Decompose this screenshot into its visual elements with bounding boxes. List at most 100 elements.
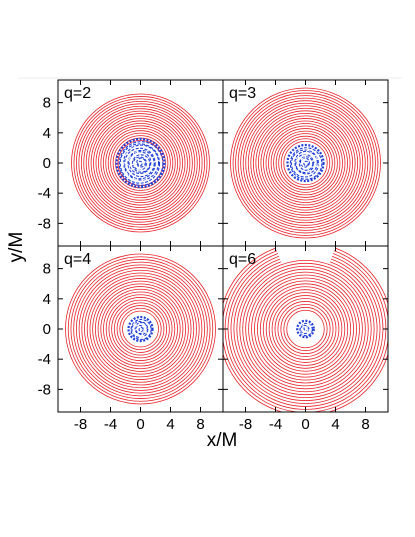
panel-label: q=4	[64, 251, 91, 268]
orbit-inner	[296, 319, 315, 339]
orbit-outer	[247, 105, 364, 221]
orbit-outer	[252, 110, 359, 216]
orbit-outer	[262, 286, 349, 372]
orbit-outer	[255, 112, 356, 214]
orbit-inner	[303, 325, 309, 332]
orbit-outer	[90, 113, 191, 213]
orbit-outer	[73, 96, 208, 230]
orbit-outer	[85, 108, 196, 218]
orbit-outer	[263, 120, 348, 206]
panel-label: q=2	[64, 85, 91, 102]
orbit-inner	[136, 157, 147, 168]
orbit-outer	[110, 132, 171, 194]
orbit-inner	[128, 151, 152, 175]
orbit-outer	[92, 280, 189, 378]
orbit-outer	[83, 105, 198, 221]
orbit-inner	[134, 322, 148, 336]
orbit-inner	[286, 143, 325, 183]
panel-label: q=3	[229, 85, 256, 102]
orbit-outer	[268, 292, 343, 366]
orbit-outer	[75, 98, 206, 228]
orbit-outer	[240, 97, 371, 229]
panel-frame	[57, 245, 224, 413]
orbit-outer	[251, 274, 360, 384]
swirl	[128, 150, 153, 176]
panel-frame	[222, 245, 389, 413]
orbit-outer	[80, 103, 201, 223]
orbit-outer	[254, 277, 357, 381]
orbit-outer	[265, 123, 346, 203]
orbit-outer	[105, 127, 176, 199]
orbit-outer	[81, 269, 200, 389]
orbit-inner	[130, 318, 152, 341]
orbit-outer	[94, 283, 187, 375]
orbit-outer	[248, 271, 363, 387]
x-tick-label: 0	[136, 416, 144, 433]
orbit-outer	[250, 107, 361, 219]
orbit-inner	[303, 160, 309, 167]
orbit-outer	[233, 261, 378, 401]
panel-frame	[57, 79, 224, 247]
panel-q=3: q=3	[222, 79, 389, 247]
orbit-outer	[223, 250, 388, 412]
orbit-outer	[265, 289, 346, 369]
orbit-outer	[71, 93, 210, 233]
orbit-inner	[298, 156, 314, 171]
orbit-inner	[118, 141, 164, 186]
y-tick-label: 0	[43, 155, 51, 172]
orbit-outer	[245, 102, 366, 224]
x-tick-label: 0	[301, 416, 309, 433]
orbit-inner	[289, 147, 323, 180]
y-tick-label: 4	[43, 291, 51, 308]
orbit-outer	[102, 125, 179, 201]
orbit-outer	[283, 140, 328, 186]
orbit-outer	[245, 268, 366, 390]
orbit-outer	[70, 259, 211, 399]
swirl	[292, 149, 319, 177]
x-tick-label: -8	[239, 416, 252, 433]
orbit-outer	[232, 90, 379, 236]
orbit-outer	[98, 120, 183, 206]
orbit-outer	[277, 301, 334, 357]
y-tick-label: 0	[43, 321, 51, 338]
orbit-outer	[278, 135, 333, 191]
orbit-outer	[230, 87, 381, 239]
orbit-outer	[105, 294, 176, 364]
swirl	[296, 153, 315, 173]
swirl	[132, 155, 149, 171]
orbit-inner	[299, 157, 310, 168]
orbit-inner	[137, 160, 143, 167]
orbit-outer	[242, 100, 369, 226]
orbit-outer	[107, 130, 174, 196]
orbit-outer	[230, 258, 381, 404]
swirl	[136, 324, 145, 334]
y-tick-label: -8	[38, 215, 51, 232]
y-tick-label: -4	[38, 351, 51, 368]
orbit-outer	[270, 128, 341, 198]
panel-q=4: q=4 8 4 0 -4 -8 -8 -4 0 4 8	[38, 245, 224, 433]
x-tick-label: 4	[166, 416, 174, 433]
orbit-inner	[119, 143, 161, 184]
orbit-outer	[89, 278, 192, 380]
orbit-outer	[280, 138, 331, 188]
x-tick-label: 8	[361, 416, 369, 433]
y-tick-label: -4	[38, 185, 51, 202]
orbit-outer	[257, 280, 354, 378]
orbit-outer	[103, 291, 178, 367]
orbit-outer	[100, 122, 181, 204]
orbit-inner	[115, 137, 166, 189]
x-axis-label: x/M	[207, 430, 238, 451]
x-tick-label: -4	[104, 416, 117, 433]
orbit-outer	[239, 262, 372, 396]
orbit-outer	[111, 299, 170, 359]
y-axis-label: y/M	[6, 232, 27, 263]
orbit-outer	[273, 130, 338, 196]
y-tick-label: 8	[43, 95, 51, 112]
swirl	[302, 326, 309, 332]
orbit-outer	[257, 115, 354, 211]
swirl	[134, 322, 147, 336]
orbit-outer	[88, 110, 193, 216]
orbit-inner	[127, 315, 154, 343]
orbit-outer	[112, 135, 169, 191]
x-tick-label: -4	[269, 416, 282, 433]
